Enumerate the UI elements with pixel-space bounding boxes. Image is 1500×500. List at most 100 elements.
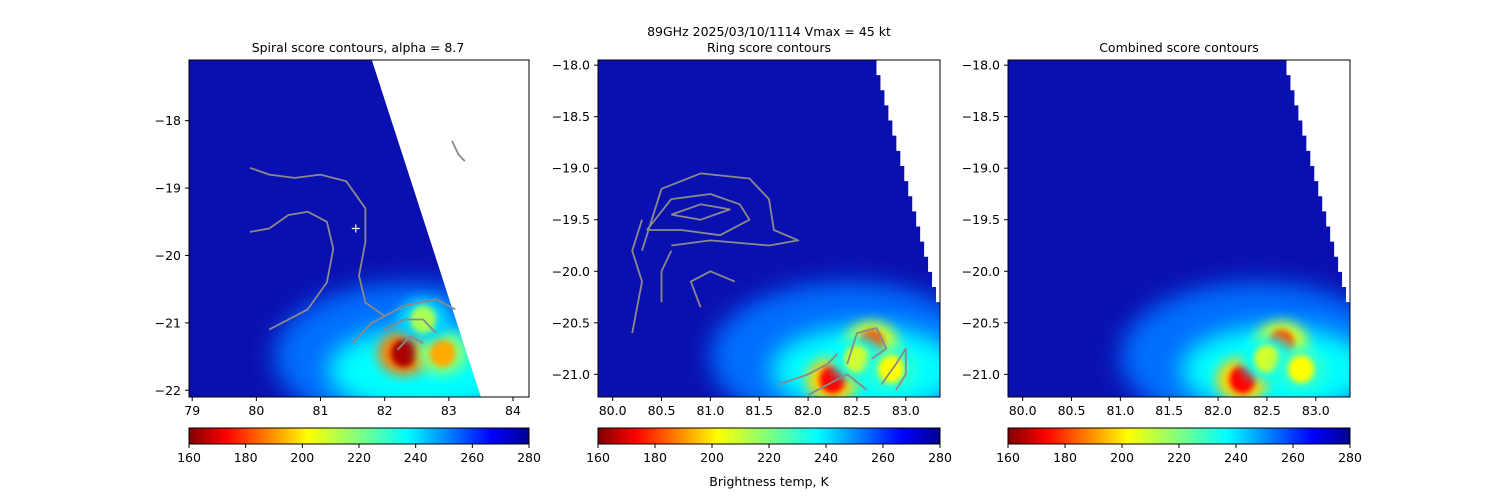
plot-frame	[1007, 59, 1351, 398]
y-tick-label: −19.0	[962, 161, 1000, 176]
x-tick-label: 81	[313, 403, 329, 418]
x-tick-label: 80.0	[599, 403, 627, 418]
plot-area	[189, 60, 529, 397]
x-tick-label: 79	[184, 403, 200, 418]
x-tick-label: 80	[248, 403, 264, 418]
colorbar	[188, 427, 530, 445]
colorbar-tick-label: 280	[928, 450, 952, 465]
contour-line	[396, 335, 424, 351]
contour-line	[846, 327, 888, 365]
colorbars: 160 180 200 220 240 260 280 160 180 200 220 240 260 2…	[177, 427, 1362, 465]
x-tick-label: 80.0	[1009, 403, 1037, 418]
panel-title: Ring score contours	[707, 40, 831, 55]
colorbar-label: Brightness temp, K	[709, 474, 829, 489]
panel-spiral: Spiral score contours, alpha = 8.7 79 80 8…	[155, 40, 530, 418]
contour-line	[689, 270, 736, 308]
y-tick-label: −21.0	[552, 367, 590, 382]
colorbar-tick-label: 200	[1110, 450, 1134, 465]
contour-lines	[249, 140, 466, 351]
colorbar-tick-label: 160	[586, 450, 610, 465]
plot-area	[598, 60, 940, 397]
contour-line	[451, 140, 466, 162]
contour-line	[249, 210, 335, 331]
y-tick-label: −20	[155, 248, 181, 263]
contour-line	[807, 373, 868, 396]
y-tick-label: −18.0	[552, 58, 590, 73]
contour-line	[646, 193, 751, 237]
y-tick-label: −21.0	[962, 367, 1000, 382]
cold-core	[1288, 355, 1315, 384]
y-tick-label: −18	[155, 113, 181, 128]
colorbar-tick-label: 280	[517, 450, 541, 465]
y-tick-label: −19.5	[962, 212, 1000, 227]
colorbar-tick-label: 220	[757, 450, 781, 465]
plot-frame	[597, 59, 941, 398]
contour-line	[249, 166, 386, 317]
panel-title: Spiral score contours, alpha = 8.7	[252, 40, 465, 55]
x-tick-label: 81.0	[1106, 403, 1134, 418]
x-tick-label: 83.0	[892, 403, 920, 418]
contour-line	[778, 353, 839, 386]
x-axis: 80.0 80.5 81.0 81.5 82.0 82.5 83.0	[1009, 397, 1330, 418]
contour-line	[671, 203, 731, 221]
colorbar-tick-label: 200	[700, 450, 724, 465]
x-tick-label: 82.5	[1253, 403, 1281, 418]
colorbar-tick-label: 240	[814, 450, 838, 465]
cold-core	[1253, 344, 1280, 373]
y-tick-label: −20.5	[552, 315, 590, 330]
y-axis: −18 −19 −20 −21 −22	[155, 113, 189, 398]
colorbar-tick-label: 220	[347, 450, 371, 465]
x-tick-label: 84	[505, 403, 521, 418]
x-tick-label: 81.5	[1155, 403, 1183, 418]
colorbar-tick-label: 160	[177, 450, 201, 465]
swath-gap	[371, 60, 529, 397]
center-marker	[351, 224, 360, 233]
x-tick-label: 83	[441, 403, 457, 418]
warm-field	[1120, 282, 1350, 397]
x-tick-label: 82.5	[843, 403, 871, 418]
colorbar	[597, 427, 941, 445]
colorbar-tick-label: 180	[643, 450, 667, 465]
cold-core	[429, 339, 456, 368]
x-tick-label: 80.5	[648, 403, 676, 418]
colorbar-tick-label: 240	[1224, 450, 1248, 465]
colorbar-tick-label: 200	[290, 450, 314, 465]
swath-gap	[876, 60, 940, 303]
colorbar-tick-label: 160	[996, 450, 1020, 465]
cold-core	[390, 339, 417, 368]
colorbar-tick-label: 280	[1338, 450, 1362, 465]
y-tick-label: −20.0	[962, 264, 1000, 279]
panel-title: Combined score contours	[1099, 40, 1259, 55]
figure-suptitle: 89GHz 2025/03/10/1114 Vmax = 45 kt	[647, 24, 891, 39]
x-tick-label: 82.0	[1204, 403, 1232, 418]
contour-line	[641, 172, 800, 251]
y-tick-label: −20.5	[962, 315, 1000, 330]
colorbar-tick-label: 260	[460, 450, 484, 465]
colorbar-tick-label: 180	[234, 450, 258, 465]
contour-line	[880, 347, 907, 391]
x-tick-label: 82.0	[794, 403, 822, 418]
y-tick-label: −20.0	[552, 264, 590, 279]
x-axis: 80.0 80.5 81.0 81.5 82.0 82.5 83.0	[599, 397, 920, 418]
y-tick-label: −22	[155, 383, 181, 398]
contour-lines	[631, 172, 907, 396]
contour-line	[631, 219, 643, 334]
contour-line	[384, 318, 437, 334]
contour-line	[351, 298, 456, 344]
x-tick-label: 82	[377, 403, 393, 418]
y-axis: −18.0 −18.5 −19.0 −19.5 −20.0 −20.5 −21.0	[552, 58, 598, 382]
colorbar-tick-label: 180	[1053, 450, 1077, 465]
y-tick-label: −18.0	[962, 58, 1000, 73]
x-tick-label: 81.5	[745, 403, 773, 418]
y-tick-label: −18.5	[962, 109, 1000, 124]
y-tick-label: −19.0	[552, 161, 590, 176]
swath-gap	[1286, 60, 1350, 303]
colorbar-tick-label: 240	[404, 450, 428, 465]
y-tick-label: −19.5	[552, 212, 590, 227]
plot-frame	[188, 59, 530, 398]
y-axis: −18.0 −18.5 −19.0 −19.5 −20.0 −20.5 −21.0	[962, 58, 1008, 382]
panel-combined: Combined score contours 80.0 80.5 81.0 81.5…	[962, 40, 1351, 418]
colorbar-tick-label: 220	[1167, 450, 1191, 465]
panel-ring: Ring score contours 80.0 80.5 81.0 81.5 82.0…	[552, 40, 941, 418]
